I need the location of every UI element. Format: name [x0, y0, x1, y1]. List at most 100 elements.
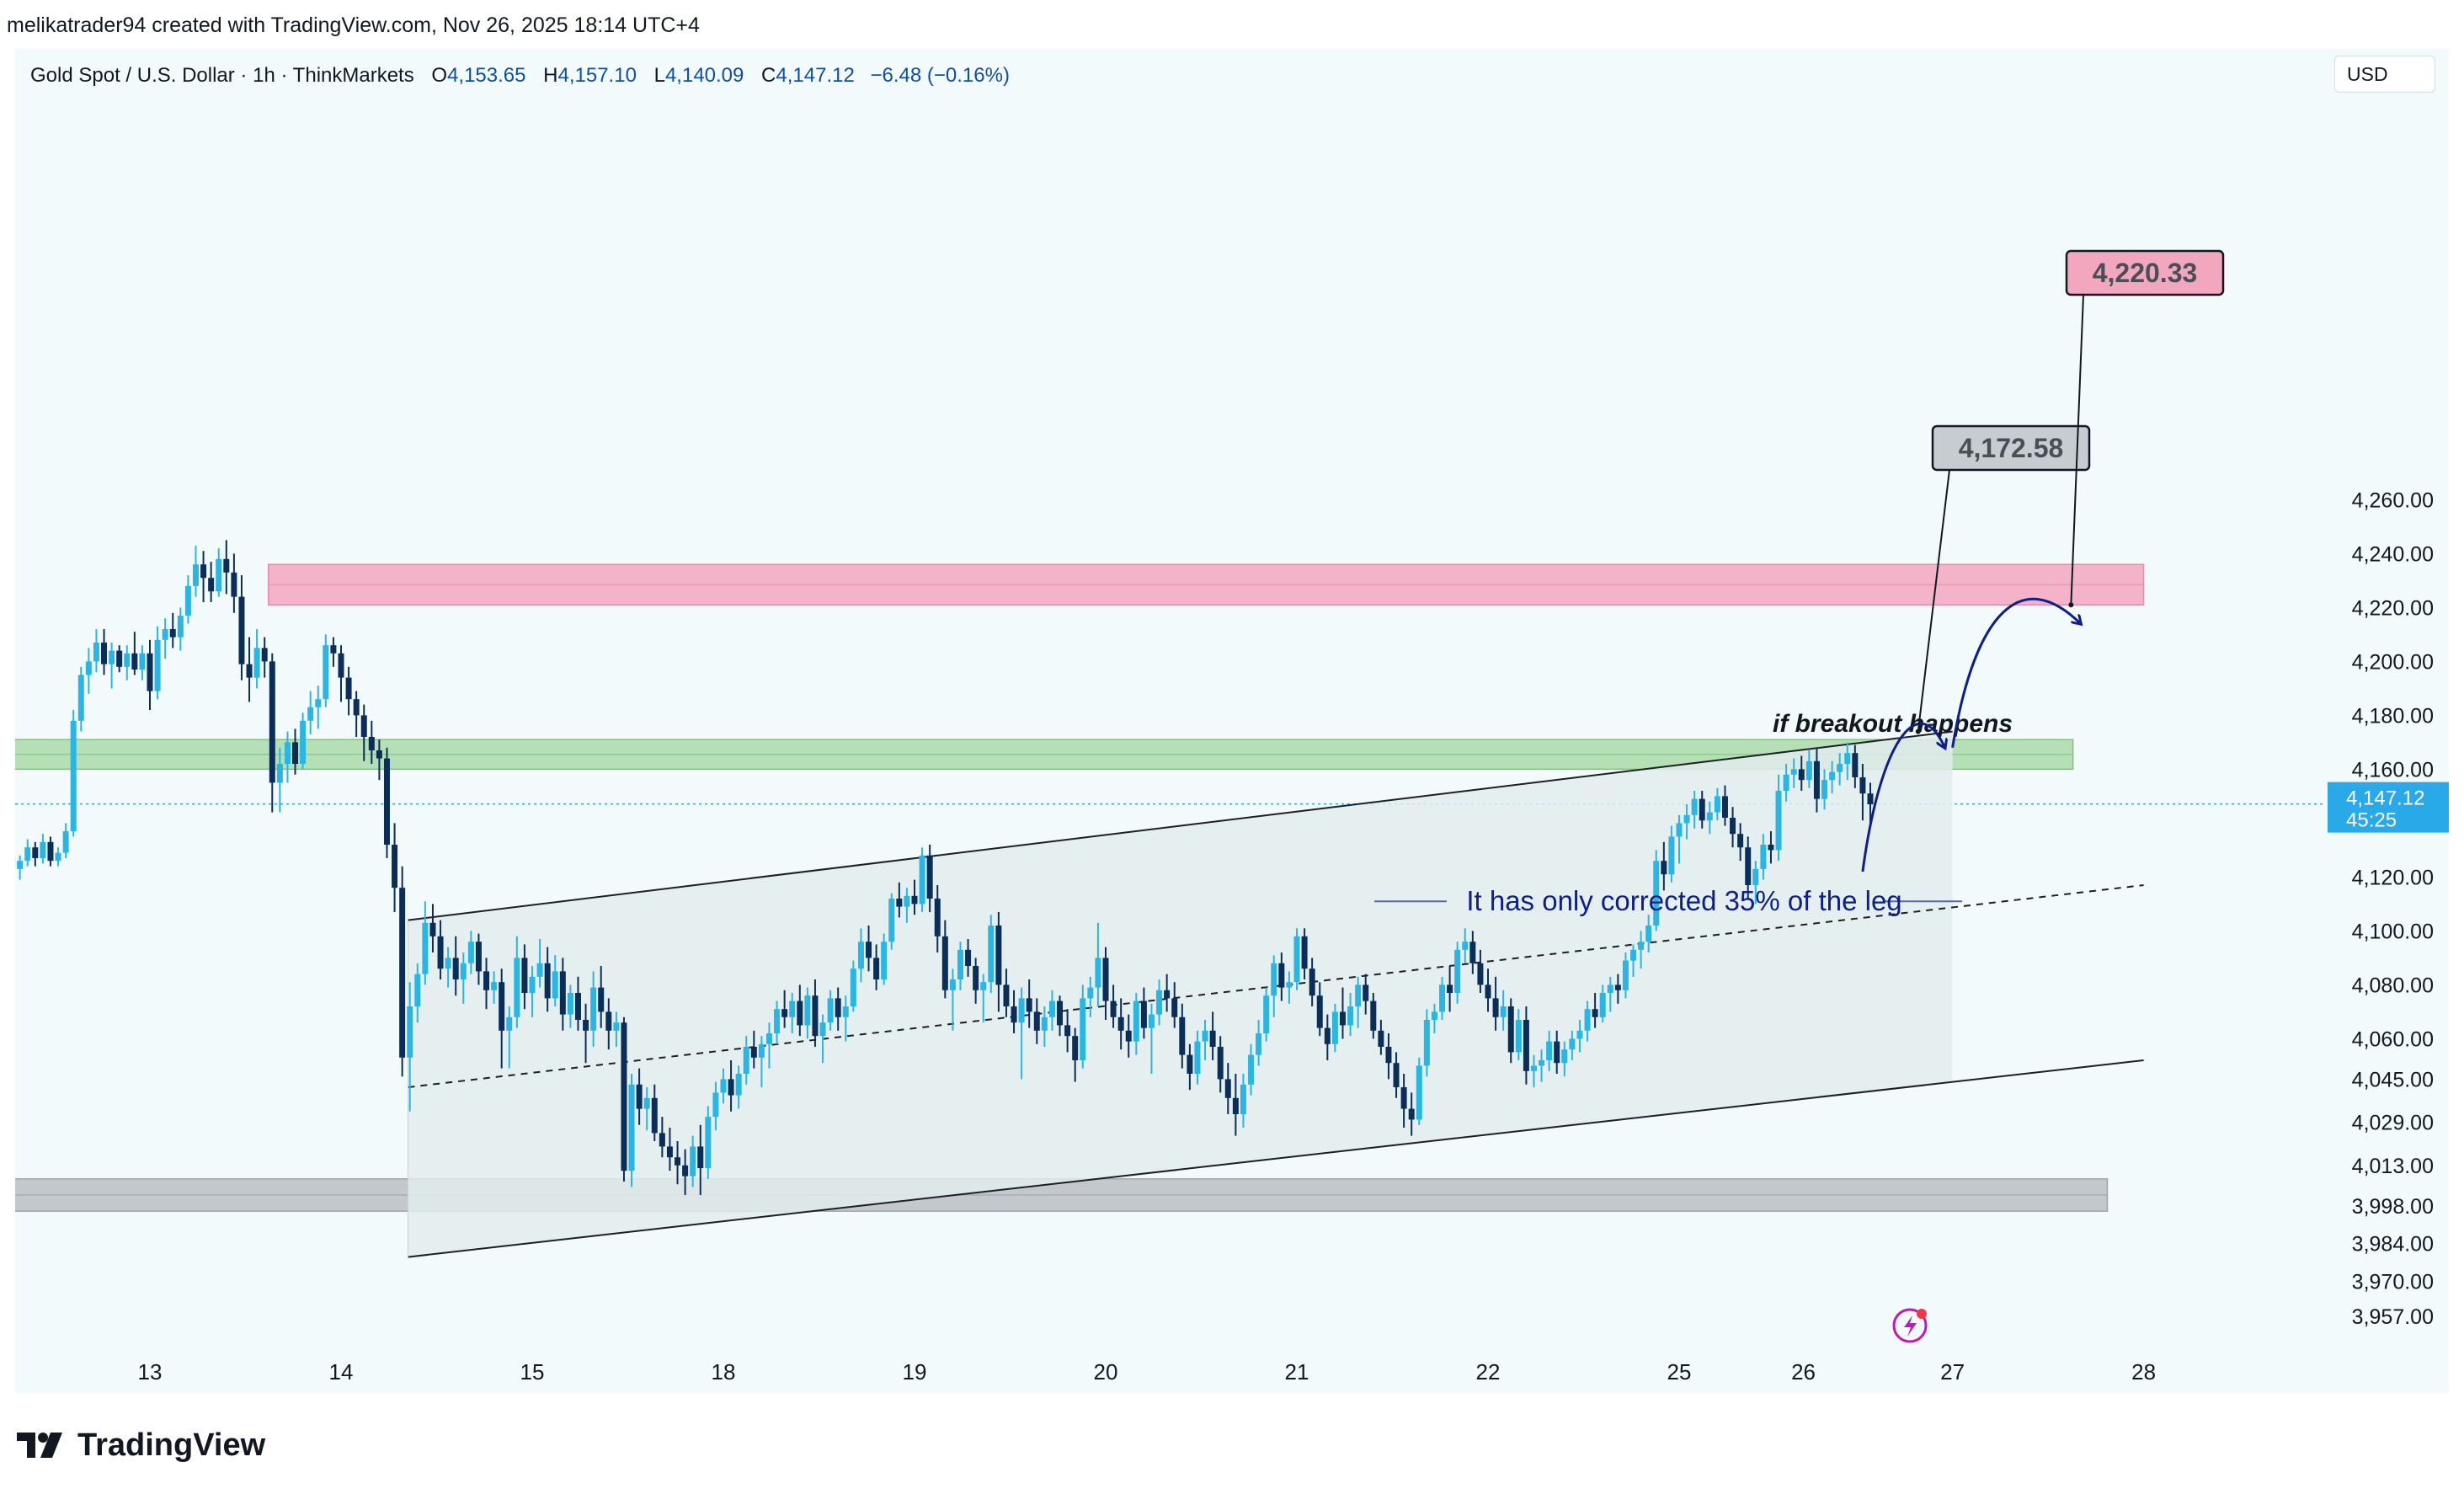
candle: [77, 666, 84, 732]
candle-body: [1224, 1079, 1231, 1098]
candle: [904, 888, 910, 923]
candle-body: [1048, 1000, 1055, 1017]
candle: [965, 939, 972, 977]
candle: [1148, 1003, 1155, 1074]
candle: [636, 1068, 643, 1125]
candle: [888, 893, 895, 950]
candle-body: [621, 1022, 627, 1171]
candle-body: [666, 1146, 673, 1158]
candle: [812, 979, 819, 1047]
candle-body: [521, 958, 528, 993]
candle-body: [934, 899, 941, 936]
candle: [300, 712, 307, 770]
tradingview-wordmark: TradingView: [77, 1427, 266, 1463]
candle: [1324, 1014, 1331, 1060]
candle-body: [1561, 1049, 1568, 1064]
candle-body: [789, 1000, 796, 1017]
candle-body: [536, 963, 543, 977]
candle-body: [1018, 998, 1025, 1023]
candle: [1852, 744, 1859, 788]
candle-body: [154, 639, 161, 691]
candle: [536, 939, 543, 988]
candle-body: [353, 699, 360, 716]
candle-body: [697, 1146, 704, 1168]
channel-upper-line: [408, 730, 1953, 921]
chart-area[interactable]: It has only corrected 35% of the leg if b…: [0, 49, 2449, 1393]
y-tick-label: 3,984.00: [2352, 1233, 2434, 1257]
candle-body: [873, 958, 880, 979]
candle-body: [1164, 990, 1171, 999]
candle-body: [101, 643, 108, 664]
y-tick-label: 4,220.00: [2352, 596, 2434, 620]
candle: [162, 618, 168, 659]
candle-body: [1569, 1038, 1576, 1050]
channel-fill: [408, 731, 1953, 1257]
candle-body: [1592, 1009, 1598, 1017]
candle: [1400, 1074, 1407, 1128]
candle-body: [1431, 1011, 1437, 1020]
candle-body: [919, 855, 925, 904]
candle: [85, 648, 92, 694]
candle: [1187, 1043, 1193, 1091]
candle: [177, 607, 184, 651]
candle-body: [1378, 1030, 1384, 1047]
candle: [995, 912, 1002, 1012]
candle: [323, 634, 329, 707]
candle: [728, 1060, 734, 1112]
candle-body: [1293, 936, 1300, 983]
target-1-box: [1931, 424, 2091, 472]
candle-body: [866, 942, 872, 958]
candle: [452, 936, 459, 996]
candle-body: [246, 664, 253, 678]
candle: [1477, 949, 1484, 993]
tradingview-logo[interactable]: TradingView: [17, 1423, 265, 1467]
candle: [926, 845, 933, 912]
candle: [957, 942, 963, 990]
target-1-label: 4,172.58: [1959, 433, 2064, 463]
candle: [216, 548, 222, 597]
candle: [1721, 785, 1728, 826]
candle-body: [1102, 958, 1109, 1001]
candle: [506, 1006, 513, 1069]
candle-body: [1622, 960, 1629, 990]
candle: [429, 904, 436, 952]
target-2-box: [2065, 249, 2225, 296]
symbol-title[interactable]: Gold Spot / U.S. Dollar · 1h · ThinkMark…: [30, 64, 414, 87]
candle-body: [1638, 942, 1645, 950]
price-chart[interactable]: It has only corrected 35% of the leg if b…: [0, 49, 2449, 1393]
candle: [781, 990, 788, 1028]
candle-body: [368, 737, 375, 750]
candle-body: [184, 585, 191, 616]
candle: [857, 928, 864, 983]
candle: [1240, 1074, 1246, 1128]
x-tick-label: 25: [1667, 1359, 1692, 1385]
candle-body: [1745, 847, 1752, 885]
candle-body: [1393, 1063, 1400, 1087]
candle-body: [1721, 796, 1728, 818]
candle-body: [712, 1092, 719, 1118]
candle: [414, 963, 421, 1023]
currency-button[interactable]: USD: [2334, 56, 2435, 93]
candle-body: [613, 1022, 620, 1031]
candle-body: [238, 596, 245, 664]
candle: [1331, 1003, 1338, 1053]
candle-body: [651, 1097, 658, 1134]
candle-body: [941, 936, 948, 990]
candle: [514, 936, 520, 1028]
y-tick-label: 4,029.00: [2352, 1112, 2434, 1135]
candle: [330, 637, 337, 667]
candle-body: [1240, 1084, 1246, 1114]
candle: [628, 1074, 635, 1187]
candle-body: [131, 653, 138, 670]
candle-body: [1714, 796, 1720, 813]
candle: [1003, 968, 1010, 1017]
candle-body: [1737, 834, 1744, 848]
candle: [1691, 791, 1698, 829]
candle-body: [1385, 1047, 1392, 1064]
candle: [1622, 952, 1629, 999]
candle-body: [1110, 1000, 1117, 1017]
candle: [1775, 774, 1782, 862]
candle: [1355, 976, 1362, 1028]
x-tick-label: 14: [329, 1359, 354, 1385]
candle-body: [1140, 1000, 1147, 1028]
